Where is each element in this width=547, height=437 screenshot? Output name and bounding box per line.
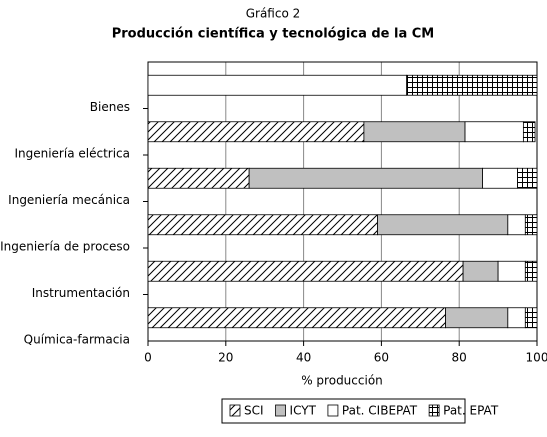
y-tick-label: Instrumentación <box>32 286 130 300</box>
bar-segment <box>147 307 446 329</box>
x-tick-label: 60 <box>374 351 389 365</box>
chart-title: Gráfico 2 <box>246 7 301 21</box>
bar-segment <box>517 167 538 189</box>
legend-label: Pat. EPAT <box>443 404 499 418</box>
bar-segment <box>147 167 250 189</box>
y-tick-label: Química-farmacia <box>24 332 130 346</box>
y-tick-label: Bienes <box>90 100 130 114</box>
legend-swatch <box>327 404 339 417</box>
legend-label: ICYT <box>290 404 317 418</box>
legend-swatch <box>275 404 286 417</box>
y-tick-label: Ingeniería mecánica <box>8 193 130 207</box>
bar-segment <box>507 307 526 329</box>
bar-segment <box>507 214 526 236</box>
bar-segment <box>482 167 518 189</box>
chart-subtitle: Producción científica y tecnológica de l… <box>112 27 435 42</box>
plot-frame <box>147 61 538 342</box>
bar-segment <box>377 214 509 236</box>
bar-segment <box>147 214 378 236</box>
bar-segment <box>524 260 538 282</box>
x-tick-label: 80 <box>452 351 467 365</box>
legend-box <box>221 398 466 424</box>
x-axis-label: % producción <box>301 374 383 388</box>
y-tick-label: Ingeniería de proceso <box>0 239 130 253</box>
bar-segment <box>445 307 509 329</box>
bar-segment <box>363 121 466 143</box>
bar-segment <box>406 74 538 96</box>
bar-segment <box>462 260 499 282</box>
bar-segment <box>147 74 408 96</box>
x-tick-label: 0 <box>144 351 152 365</box>
x-tick-label: 100 <box>526 351 547 365</box>
bar-segment <box>524 307 538 329</box>
bar-segment <box>147 121 365 143</box>
bar-segment <box>497 260 526 282</box>
bar-segment <box>524 214 538 236</box>
bar-segment <box>522 121 536 143</box>
legend-swatch <box>229 404 241 417</box>
bar-segment <box>147 260 464 282</box>
x-tick-label: 40 <box>296 351 311 365</box>
legend-label: SCI <box>244 404 264 418</box>
y-tick-label: Ingeniería eléctrica <box>14 146 130 160</box>
legend-swatch <box>428 404 440 417</box>
bar-segment <box>464 121 524 143</box>
x-tick-label: 20 <box>218 351 233 365</box>
bar-segment <box>248 167 483 189</box>
legend-label: Pat. CIBEPAT <box>342 404 418 418</box>
